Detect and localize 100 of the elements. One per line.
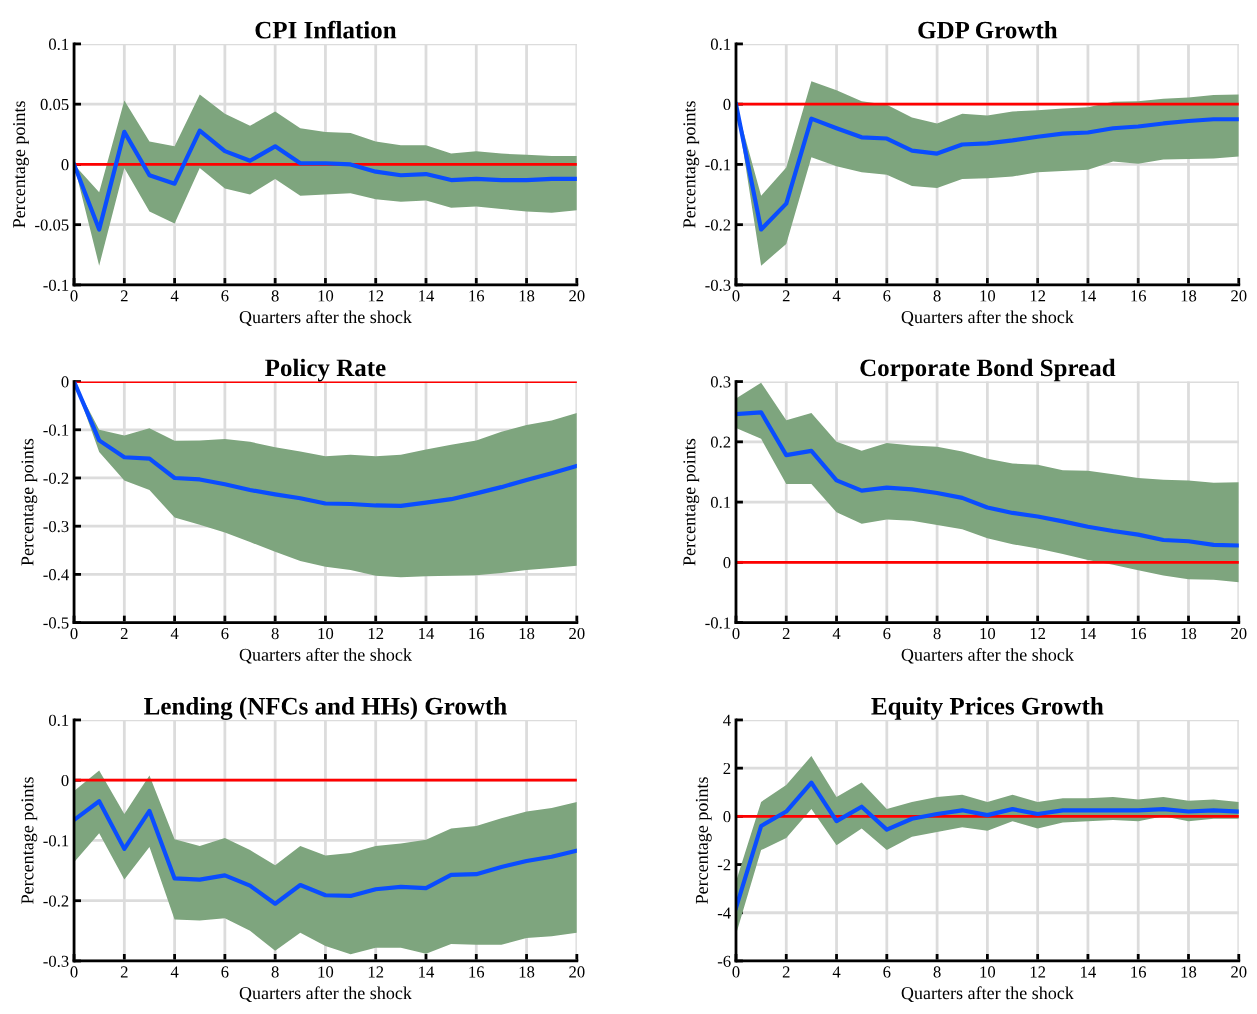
x-tick-label: 4	[832, 966, 841, 978]
x-tick-label: 4	[832, 290, 841, 302]
x-tick-label: 20	[569, 966, 585, 978]
x-axis-title: Quarters after the shock	[239, 647, 412, 664]
y-tick-label: -0.3	[43, 520, 69, 533]
y-tick-label: -2	[717, 859, 731, 871]
x-tick-label: 18	[1181, 627, 1197, 640]
x-axis-title: Quarters after the shock	[901, 310, 1074, 326]
line-series	[735, 410, 1239, 548]
x-tick-label: 14	[1081, 966, 1097, 978]
y-tick-label: -0.2	[43, 472, 69, 484]
x-tick-label: 12	[368, 627, 384, 640]
x-tick-label: 6	[221, 627, 229, 640]
y-tick-label: 0.1	[48, 714, 69, 726]
x-tick-label: 8	[933, 290, 941, 302]
line-series	[74, 799, 577, 906]
y-tick-label: 0.1	[48, 38, 69, 50]
y-tick-label: -0.1	[43, 424, 69, 436]
x-tick-label: 8	[271, 290, 279, 302]
x-tick-label: 20	[569, 290, 585, 302]
x-tick-label: 4	[170, 290, 179, 302]
x-tick-label: 8	[933, 627, 941, 640]
y-axis-title: Percentage points	[21, 777, 38, 904]
x-tick-label: 14	[419, 966, 435, 978]
x-tick-label: 10	[318, 627, 334, 640]
x-tick-label: 20	[1231, 627, 1247, 640]
x-tick-label: 6	[221, 966, 229, 978]
x-tick-label: 6	[883, 627, 891, 640]
x-tick-label: 12	[1030, 290, 1046, 302]
y-tick-label: 0	[61, 159, 69, 171]
x-axis-title: Quarters after the shock	[239, 310, 412, 326]
x-tick-label: 4	[832, 628, 841, 640]
x-tick-label: 12	[1030, 966, 1046, 978]
x-tick-label: 4	[170, 628, 179, 640]
chart-title: Equity Prices Growth	[871, 697, 1104, 720]
x-tick-label: 12	[1030, 627, 1046, 640]
line-series	[74, 128, 577, 232]
x-tick-label: 18	[519, 290, 535, 302]
x-tick-label: 0	[70, 290, 78, 302]
y-tick-label: 4	[723, 714, 731, 726]
x-tick-label: 2	[782, 290, 790, 302]
y-tick-label: 0	[723, 98, 731, 111]
y-tick-label: -0.05	[35, 219, 69, 231]
chart-title: Lending (NFCs and HHs) Growth	[144, 697, 507, 720]
x-tick-label: 10	[980, 966, 996, 978]
y-tick-label: -0.3	[43, 955, 69, 967]
x-tick-label: 8	[933, 966, 941, 978]
y-axis-title: Percentage points	[21, 438, 38, 566]
x-tick-label: 18	[1181, 290, 1197, 302]
y-tick-label: -6	[717, 955, 731, 967]
y-tick-label: 0	[61, 376, 69, 388]
y-tick-label: 2	[723, 762, 731, 774]
x-tick-label: 16	[1131, 290, 1147, 302]
y-axis-title: Percentage points	[13, 101, 29, 228]
x-tick-label: 12	[368, 290, 384, 302]
y-tick-label: -0.3	[705, 279, 731, 291]
x-axis-title: Quarters after the shock	[901, 647, 1074, 664]
x-tick-label: 16	[1131, 966, 1147, 978]
x-axis-title: Quarters after the shock	[901, 986, 1074, 1002]
x-tick-label: 0	[732, 290, 740, 302]
x-tick-label: 6	[221, 290, 229, 302]
x-tick-label: 14	[1081, 628, 1097, 640]
y-tick-label: 0.1	[710, 496, 731, 509]
x-tick-label: 18	[1181, 966, 1197, 978]
x-tick-label: 8	[271, 627, 279, 640]
y-tick-label: -0.2	[705, 219, 731, 231]
x-tick-label: 18	[519, 627, 535, 640]
y-tick-label: -0.2	[43, 895, 69, 907]
y-tick-label: -0.1	[43, 279, 69, 291]
y-tick-label: -0.4	[43, 569, 69, 581]
x-tick-label: 2	[120, 966, 128, 978]
chart-title: CPI Inflation	[255, 20, 397, 39]
line-series	[735, 102, 1239, 232]
x-tick-label: 10	[318, 966, 334, 978]
x-tick-label: 2	[782, 627, 790, 640]
y-tick-label: 0	[723, 557, 731, 569]
y-axis-title: Percentage points	[695, 777, 712, 904]
x-tick-label: 2	[120, 627, 128, 640]
x-tick-label: 8	[271, 966, 279, 978]
x-tick-label: 20	[1231, 966, 1247, 978]
x-tick-label: 0	[732, 627, 740, 640]
chart-title: Corporate Bond Spread	[860, 358, 1116, 382]
y-tick-label: -0.5	[43, 617, 69, 629]
x-tick-label: 20	[569, 627, 585, 640]
y-tick-label: 0.3	[710, 376, 731, 388]
x-tick-label: 10	[318, 290, 334, 302]
y-tick-label: -0.1	[705, 617, 731, 629]
x-tick-label: 14	[1081, 290, 1097, 302]
y-axis-title: Percentage points	[683, 101, 700, 228]
y-tick-label: 0	[61, 774, 69, 787]
x-tick-label: 18	[519, 966, 535, 978]
x-tick-label: 2	[782, 966, 790, 978]
chart-title: GDP Growth	[918, 21, 1058, 39]
x-tick-label: 16	[469, 627, 485, 640]
x-tick-label: 16	[1131, 627, 1147, 640]
x-tick-label: 2	[120, 290, 128, 302]
x-tick-label: 10	[980, 290, 996, 302]
line-series	[735, 780, 1239, 911]
x-axis-title: Quarters after the shock	[239, 986, 412, 1002]
x-tick-label: 16	[469, 290, 485, 302]
